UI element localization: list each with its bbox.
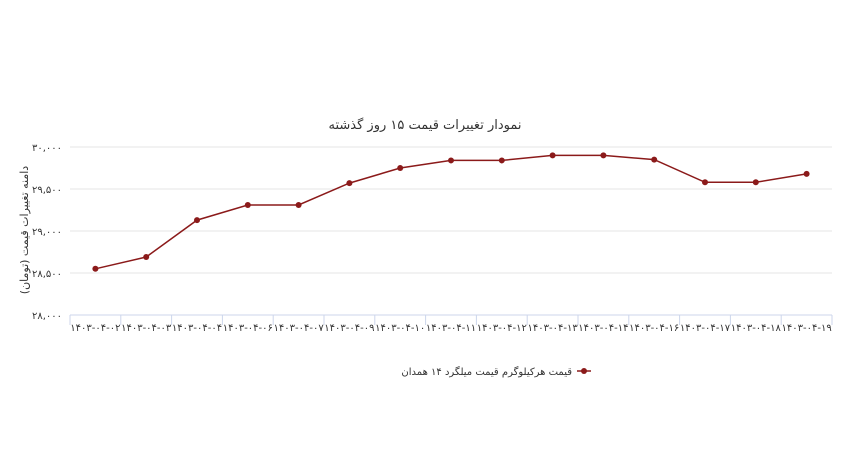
data-point[interactable] [600,152,607,159]
data-point[interactable] [702,179,708,186]
data-point[interactable] [752,179,759,186]
data-point[interactable] [244,201,251,208]
y-axis: ۳۰,۰۰۰ ۲۹,۵۰۰ ۲۹,۰۰۰ ۲۸,۵۰۰ ۲۸,۰۰۰ [32,143,62,322]
y-tick-label: ۲۹,۵۰۰ [32,185,62,196]
data-point[interactable] [143,254,150,261]
legend[interactable]: قیمت هرکیلوگرم قیمت میلگرد ۱۴ همدان [401,366,591,378]
x-tick-label: ۱۴۰۳-۰۴-۱۲ [477,323,527,334]
y-tick-label: ۳۰,۰۰۰ [32,143,62,154]
x-tick-label: ۱۴۰۳-۰۴-۱۳ [528,323,579,334]
x-tick-label: ۱۴۰۳-۰۴-۱۴ [578,323,628,334]
x-tick-label: ۱۴۰۳-۰۴-۰۹ [324,323,374,334]
x-tick-label: ۱۴۰۳-۰۴-۰۶ [223,323,273,334]
data-point[interactable] [92,265,99,272]
y-tick-label: ۲۸,۰۰۰ [32,311,62,322]
chart-title: نمودار تغییرات قیمت ۱۵ روز گذشته [329,117,522,133]
y-tick-label: ۲۹,۰۰۰ [32,227,62,238]
data-point[interactable] [803,170,810,177]
data-point[interactable] [651,156,658,163]
x-tick-label: ۱۴۰۳-۰۴-۰۳ [121,323,172,334]
x-tick-label: ۱۴۰۳-۰۴-۱۸ [731,323,782,334]
x-tick-label: ۱۴۰۳-۰۴-۱۷ [680,323,731,334]
legend-label: قیمت هرکیلوگرم قیمت میلگرد ۱۴ همدان [401,366,572,378]
x-tick-label: ۱۴۰۳-۰۴-۱۹ [782,323,832,334]
legend-dot-marker [581,368,587,374]
x-tick-label: ۱۴۰۳-۰۴-۱۶ [629,323,679,334]
x-tick-label: ۱۴۰۳-۰۴-۱۱ [426,323,476,334]
x-tick-label: ۱۴۰۳-۰۴-۰۷ [274,323,325,334]
x-tick-label: ۱۴۰۳-۰۴-۰۲ [70,323,120,334]
data-point[interactable] [549,152,556,159]
data-point[interactable] [295,201,302,208]
y-tick-label: ۲۸,۵۰۰ [32,269,62,280]
data-point[interactable] [397,165,404,171]
x-tick-label: ۱۴۰۳-۰۴-۰۴ [172,323,222,334]
series-line [95,154,807,270]
y-axis-title: دامنه تغییرات قیمت (تومان) [18,166,31,295]
data-point[interactable] [194,217,200,224]
series-layer [92,152,810,272]
x-tick-label: ۱۴۰۳-۰۴-۱۰ [375,323,425,334]
data-point[interactable] [448,157,454,164]
data-point[interactable] [498,157,505,164]
data-point[interactable] [346,180,353,187]
gridlines [70,146,832,316]
x-axis: ۱۴۰۳-۰۴-۰۲ ۱۴۰۳-۰۴-۰۳ ۱۴۰۳-۰۴-۰۴ ۱۴۰۳-۰۴-۰۶… [69,314,833,334]
